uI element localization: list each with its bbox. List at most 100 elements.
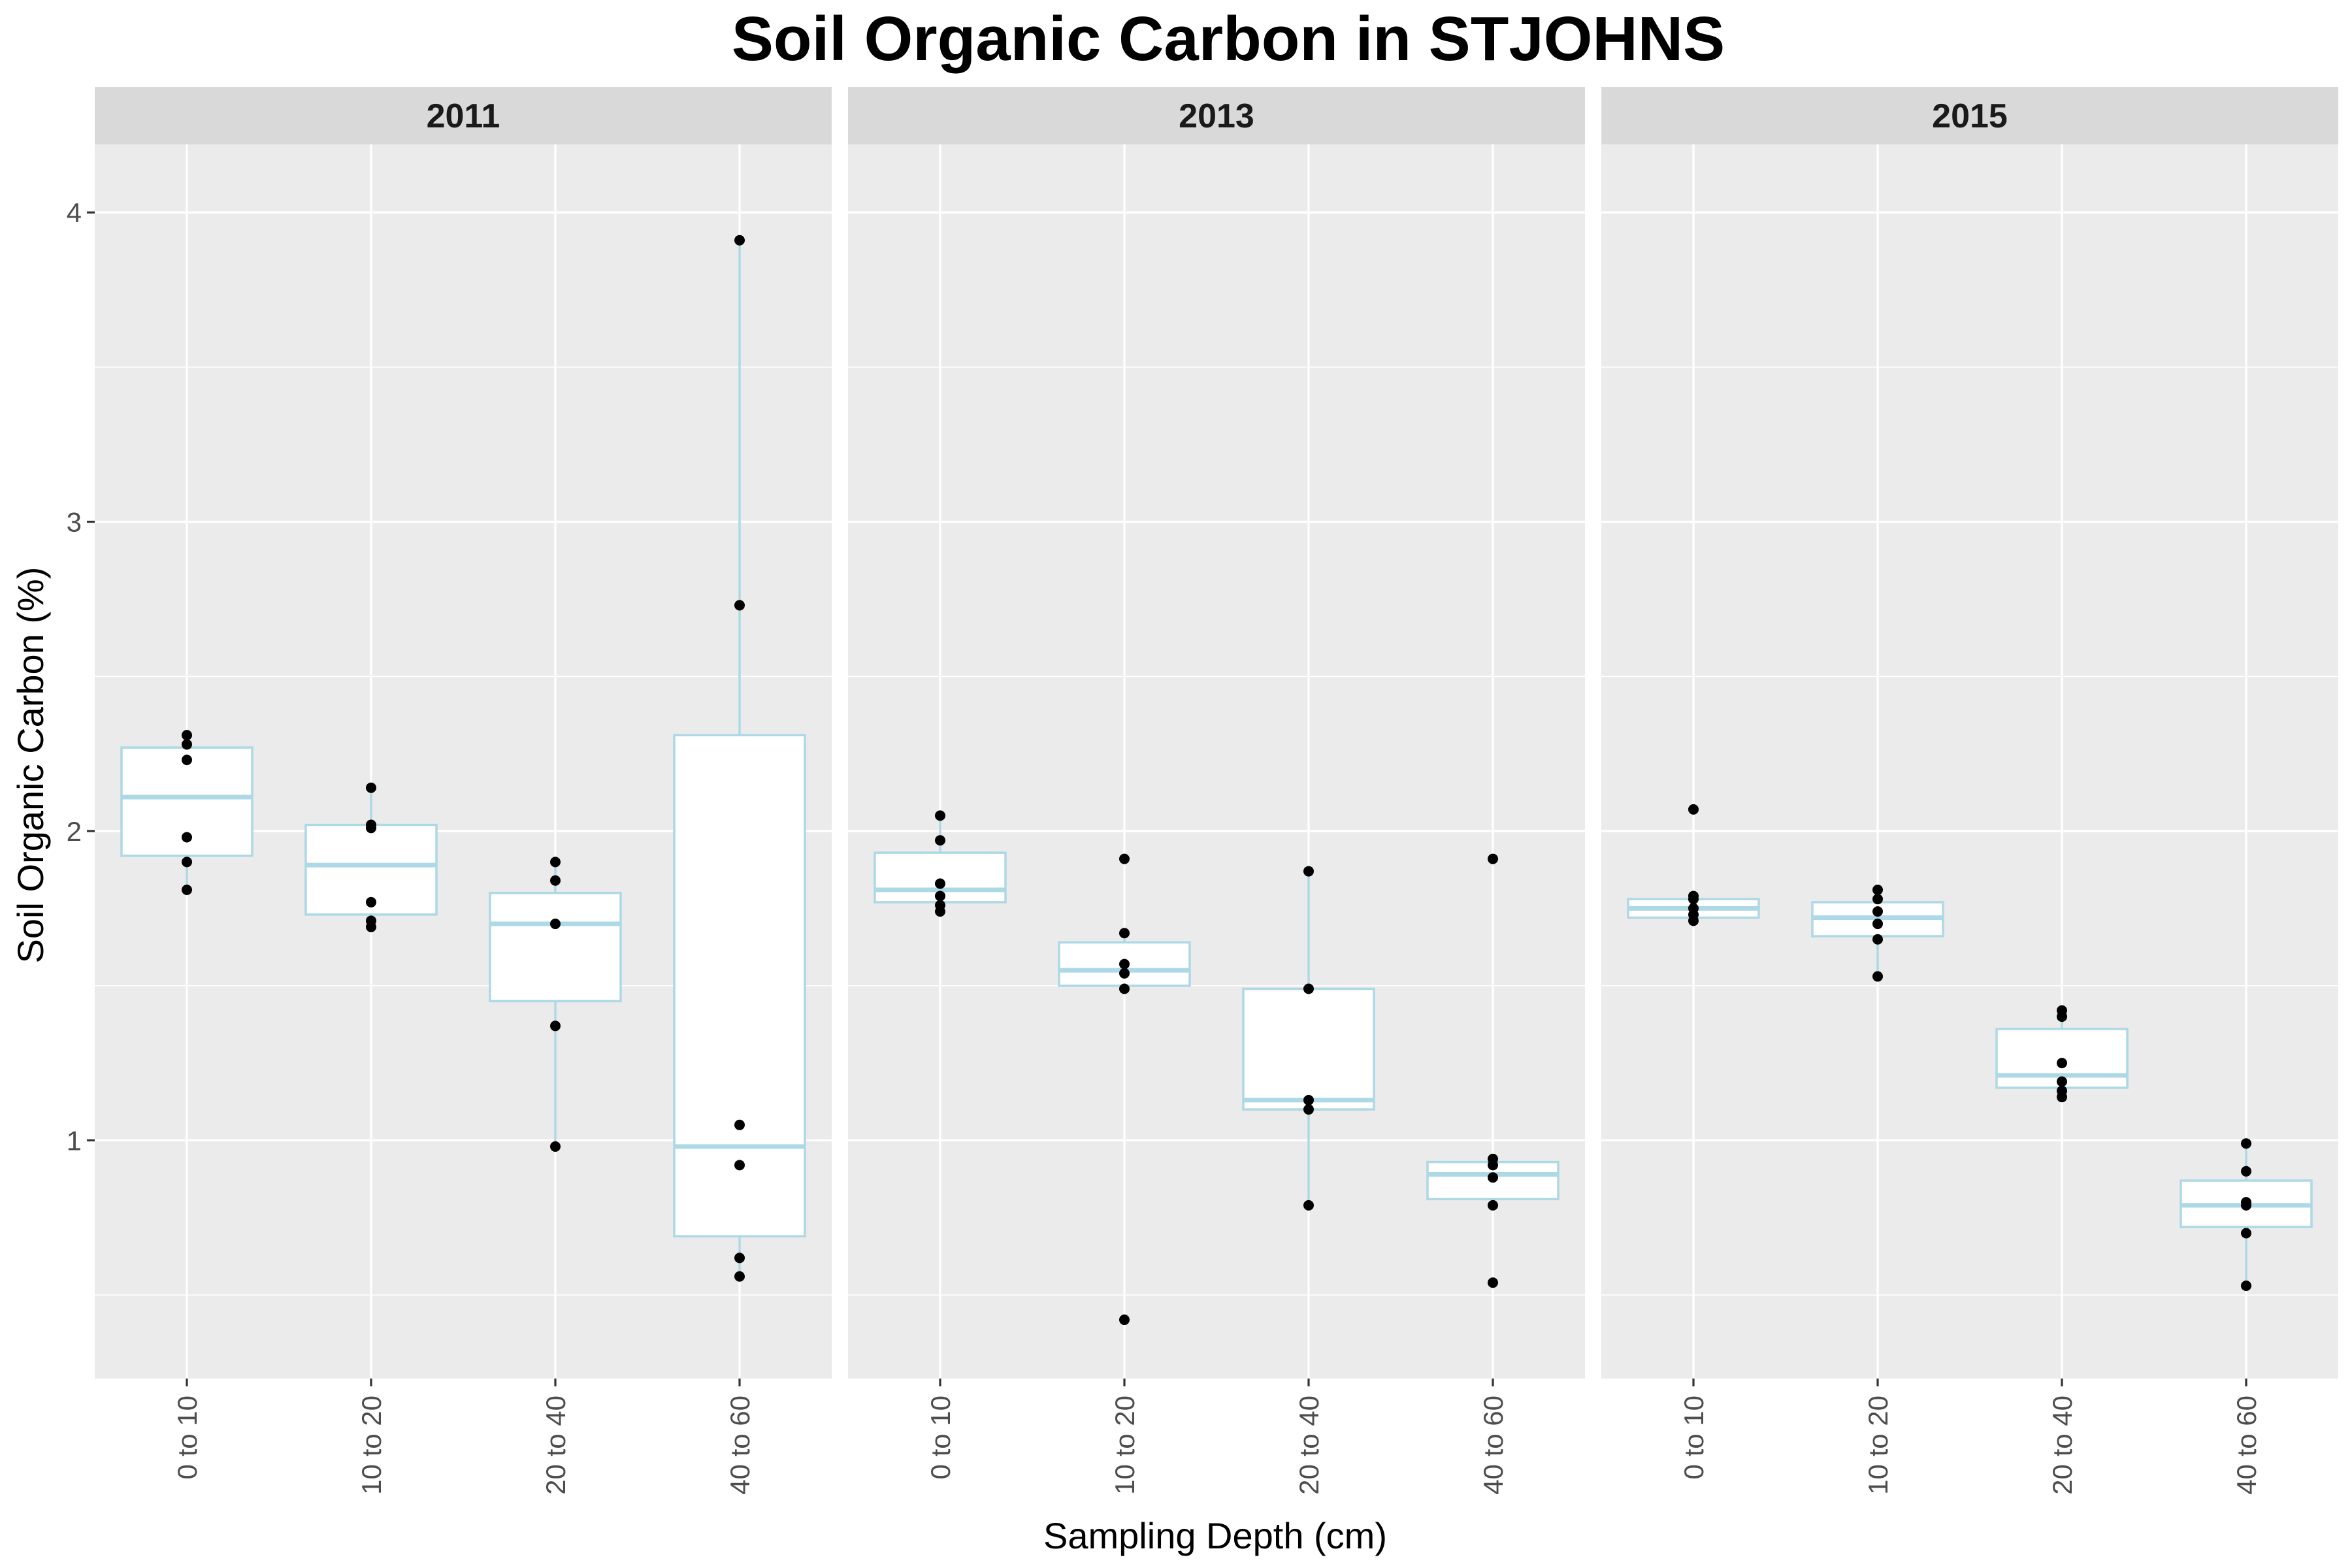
facet-panel-2011: 2011 0 to 10 10 to 20 20 to 40 40 to 60 <box>95 87 832 1495</box>
data-point <box>1303 866 1314 877</box>
x-tick-label: 40 to 60 <box>2231 1396 2262 1495</box>
data-point <box>1688 804 1699 815</box>
facet-strip-label: 2015 <box>1932 97 2008 135</box>
box-iqr <box>489 891 622 1003</box>
data-point <box>182 739 192 750</box>
facet-panels: 2011 0 to 10 10 to 20 20 to 40 40 to 60 2013 0… <box>67 87 2338 1495</box>
data-point <box>366 782 376 793</box>
data-point <box>734 1252 745 1264</box>
data-point <box>366 896 376 907</box>
data-point <box>1119 853 1130 864</box>
data-point <box>1119 958 1130 970</box>
data-point <box>935 890 945 902</box>
box-2015-20-to-40 <box>1995 1005 2129 1103</box>
facet-strip <box>848 87 1585 144</box>
data-point <box>1488 853 1498 864</box>
data-point <box>366 915 376 926</box>
data-point <box>182 857 192 868</box>
data-point <box>734 1160 745 1171</box>
box-2011-0-to-10 <box>120 730 253 895</box>
data-point <box>1303 983 1314 994</box>
x-axis-title: Sampling Depth (cm) <box>1043 1515 1387 1556</box>
box-2013-40-to-60 <box>1426 853 1560 1288</box>
data-point <box>1119 1315 1130 1326</box>
x-tick-label: 0 to 10 <box>1678 1396 1709 1479</box>
data-point <box>935 835 945 846</box>
panel-background <box>1601 144 2338 1379</box>
data-point <box>2241 1197 2251 1208</box>
y-tick-label: 3 <box>67 507 82 538</box>
data-point <box>550 919 561 930</box>
data-point <box>1303 1094 1314 1105</box>
y-tick-label: 2 <box>67 816 82 847</box>
data-point <box>2057 1058 2067 1069</box>
facet-strip-label: 2013 <box>1179 97 1254 135</box>
data-point <box>2241 1228 2251 1239</box>
data-point <box>734 235 745 246</box>
data-point <box>734 1119 745 1130</box>
data-point <box>182 730 192 741</box>
x-tick-label: 0 to 10 <box>925 1396 956 1479</box>
x-tick-label: 20 to 40 <box>2047 1396 2078 1495</box>
data-point <box>2057 1005 2067 1016</box>
x-tick-label: 10 to 20 <box>1109 1396 1140 1495</box>
data-point <box>182 884 192 895</box>
box-2015-10-to-20 <box>1811 884 1944 982</box>
data-point <box>1119 983 1130 994</box>
data-point <box>1119 928 1130 939</box>
data-point <box>1872 906 1883 917</box>
box-iqr <box>673 734 806 1237</box>
data-point <box>1872 934 1883 945</box>
data-point <box>182 755 192 766</box>
box-2011-10-to-20 <box>304 782 438 932</box>
data-point <box>1488 1200 1498 1211</box>
data-point <box>550 875 561 886</box>
box-2013-0-to-10 <box>874 810 1007 917</box>
data-point <box>2057 1085 2067 1096</box>
data-point <box>182 832 192 843</box>
x-tick-label: 40 to 60 <box>1478 1396 1509 1495</box>
data-point <box>935 810 945 821</box>
facet-panel-2013: 2013 0 to 10 10 to 20 20 to 40 40 to 60 <box>848 87 1585 1495</box>
box-2015-40-to-60 <box>2180 1138 2313 1291</box>
x-tick-label: 20 to 40 <box>1294 1396 1324 1495</box>
facet-strip <box>1601 87 2338 144</box>
data-point <box>1488 1153 1498 1164</box>
data-point <box>2241 1138 2251 1149</box>
x-tick-label: 20 to 40 <box>540 1396 571 1495</box>
data-point <box>734 600 745 611</box>
box-2015-0-to-10 <box>1627 804 1760 926</box>
box-2013-10-to-20 <box>1058 853 1191 1326</box>
chart-title: Soil Organic Carbon in STJOHNS <box>732 4 1725 74</box>
data-point <box>550 1141 561 1152</box>
data-point <box>935 878 945 889</box>
box-2011-40-to-60 <box>673 235 806 1282</box>
data-point <box>1688 890 1699 902</box>
y-tick-label: 4 <box>67 197 82 228</box>
data-point <box>734 1271 745 1282</box>
data-point <box>1872 919 1883 930</box>
facet-strip <box>95 87 832 144</box>
box-2013-20-to-40 <box>1242 866 1375 1211</box>
data-point <box>1303 1200 1314 1211</box>
x-tick-label: 10 to 20 <box>356 1396 387 1495</box>
data-point <box>550 857 561 868</box>
data-point <box>550 1021 561 1032</box>
data-point <box>1688 903 1699 914</box>
facet-panel-2015: 2015 0 to 10 10 to 20 20 to 40 40 to 60 <box>1601 87 2338 1495</box>
facet-strip-label: 2011 <box>427 97 500 135</box>
data-point <box>1119 968 1130 979</box>
data-point <box>2241 1280 2251 1291</box>
data-point <box>1872 971 1883 982</box>
x-tick-label: 0 to 10 <box>172 1396 203 1479</box>
data-point <box>1872 894 1883 905</box>
data-point <box>1488 1277 1498 1288</box>
data-point <box>366 819 376 830</box>
data-point <box>1303 1104 1314 1115</box>
data-point <box>2241 1166 2251 1177</box>
box-iqr <box>1242 987 1375 1111</box>
data-point <box>935 900 945 911</box>
y-tick-label: 1 <box>67 1125 82 1156</box>
box-2011-20-to-40 <box>489 857 622 1152</box>
